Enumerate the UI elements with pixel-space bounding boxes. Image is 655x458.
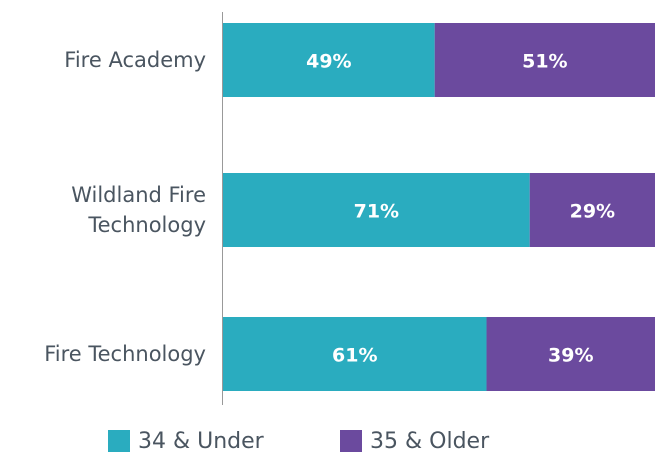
value-label: 51%: [522, 51, 567, 73]
category-label: Wildland Fire Technology: [71, 183, 206, 237]
value-label: 61%: [332, 345, 377, 367]
legend-label: 34 & Under: [138, 429, 265, 454]
value-label: 39%: [548, 345, 593, 367]
legend-swatch: [108, 430, 130, 452]
category-label: Fire Technology: [44, 342, 206, 366]
category-label: Fire Academy: [64, 48, 206, 72]
value-label: 49%: [306, 51, 351, 73]
legend-swatch: [340, 430, 362, 452]
bar-segment: [434, 23, 655, 97]
bar-segment: [486, 317, 655, 391]
bar-segment: [223, 317, 487, 391]
bar-segment: [223, 173, 530, 247]
value-label: 71%: [354, 201, 399, 223]
bar-segment: [529, 173, 655, 247]
legend-label: 35 & Older: [370, 429, 490, 454]
value-label: 29%: [570, 201, 615, 223]
bar-segment: [223, 23, 435, 97]
